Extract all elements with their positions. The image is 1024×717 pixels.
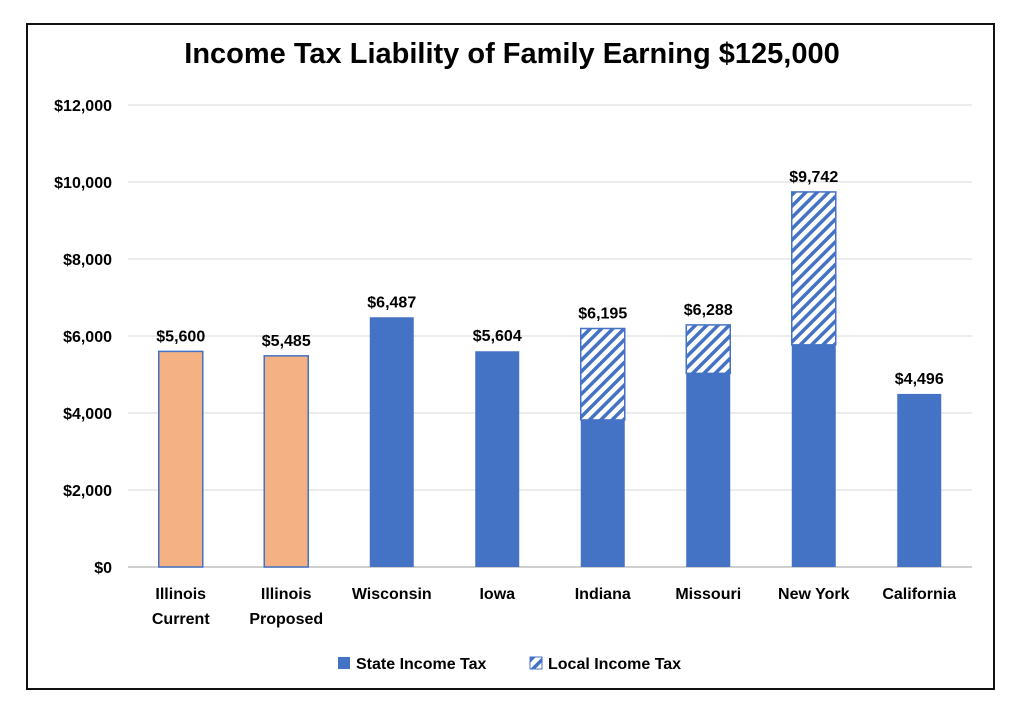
bar-state-income-tax	[263, 355, 309, 568]
bar-state-income-tax	[158, 350, 204, 568]
x-tick-label: Missouri	[675, 586, 741, 603]
data-label: $5,600	[156, 328, 205, 345]
gridlines	[128, 104, 972, 568]
data-label: $5,485	[262, 333, 311, 350]
x-tick-label: Current	[152, 611, 210, 628]
x-tick-label: Illinois	[155, 586, 206, 603]
y-tick-label: $12,000	[54, 98, 112, 115]
bar-state-income-tax	[686, 373, 731, 567]
legend-swatch-local	[529, 656, 543, 670]
legend-label: State Income Tax	[356, 656, 487, 673]
y-tick-label: $4,000	[63, 406, 112, 423]
x-tick-label: Proposed	[249, 611, 323, 628]
y-tick-label: $6,000	[63, 329, 112, 346]
y-tick-label: $8,000	[63, 252, 112, 269]
bar-state-income-tax	[369, 317, 414, 567]
data-label: $6,288	[684, 302, 733, 319]
x-tick-label: Iowa	[479, 586, 515, 603]
x-tick-label: Illinois	[261, 586, 312, 603]
bar-local-income-tax	[791, 191, 837, 346]
data-label: $9,742	[789, 169, 838, 186]
data-label: $4,496	[895, 371, 944, 388]
data-label: $6,487	[367, 294, 416, 311]
data-label: $5,604	[473, 328, 522, 345]
legend-label: Local Income Tax	[548, 656, 681, 673]
bar-local-income-tax	[685, 324, 731, 375]
x-tick-label: New York	[778, 586, 850, 603]
y-axis-ticks: $0 $2,000 $4,000 $6,000 $8,000 $10,000 $12,000	[54, 98, 112, 577]
chart-title: Income Tax Liability of Family Earning $…	[184, 38, 840, 70]
bar-local-income-tax	[580, 327, 626, 421]
category-labels: Illinois Current Illinois Proposed Wisconsin…	[152, 586, 956, 628]
y-tick-label: $0	[94, 560, 112, 577]
data-labels: $5,600 $5,485 $6,487 $5,604 $6,195 $6,288 $9,7…	[156, 169, 944, 388]
legend-swatch-state	[338, 657, 350, 669]
data-label: $6,195	[578, 305, 627, 322]
x-tick-label: Wisconsin	[352, 586, 432, 603]
y-tick-label: $2,000	[63, 483, 112, 500]
bars	[158, 191, 942, 568]
x-tick-label: Indiana	[575, 586, 631, 603]
bar-state-income-tax	[897, 393, 942, 567]
bar-state-income-tax	[475, 351, 520, 567]
bar-state-income-tax	[580, 419, 625, 567]
bar-state-income-tax	[791, 344, 836, 567]
x-tick-label: California	[882, 586, 956, 603]
y-tick-label: $10,000	[54, 175, 112, 192]
legend: State Income Tax Local Income Tax	[338, 656, 681, 673]
